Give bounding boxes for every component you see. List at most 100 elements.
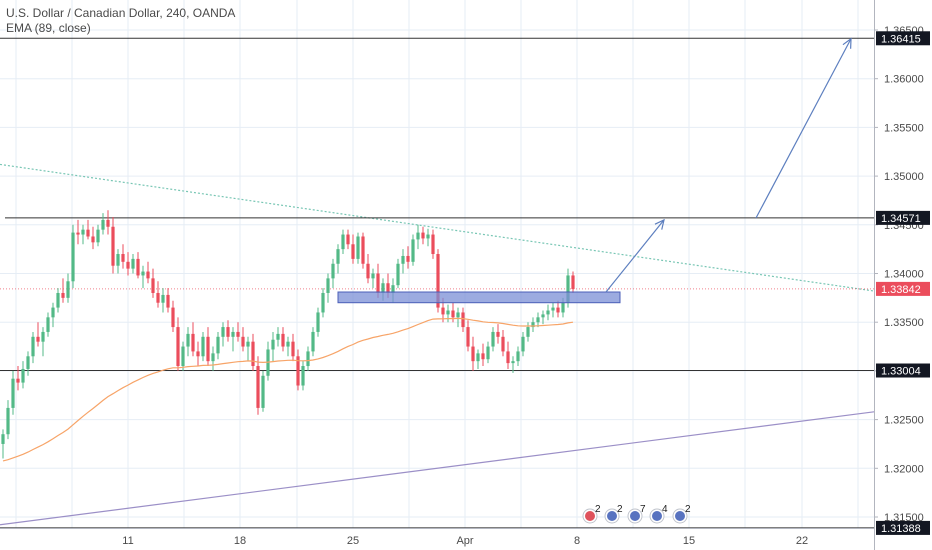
candle — [471, 336, 475, 371]
candle — [136, 252, 140, 279]
candle — [396, 258, 400, 289]
candle — [331, 258, 335, 289]
candle — [321, 288, 325, 318]
projection-segment — [755, 38, 852, 219]
candle-body — [161, 294, 165, 303]
candle-body — [211, 353, 215, 362]
candle — [311, 327, 315, 357]
candle-body — [521, 336, 525, 352]
candle — [36, 322, 40, 347]
candle-body — [416, 232, 420, 240]
candle — [46, 312, 50, 337]
time-tick-label: 8 — [574, 535, 580, 547]
candle-body — [346, 234, 350, 245]
candle-body — [216, 336, 220, 354]
time-axis-bg — [0, 528, 874, 550]
candle-body — [86, 229, 90, 237]
price-axis: 1.365001.360001.355001.350001.345001.340… — [874, 0, 932, 550]
price-tick-label: 1.35000 — [884, 171, 924, 183]
candle — [76, 219, 80, 245]
candle-body — [546, 310, 550, 315]
candle — [516, 346, 520, 367]
candle-body — [56, 292, 60, 308]
candle — [186, 327, 190, 357]
candle — [216, 331, 220, 360]
candle-body — [131, 258, 135, 269]
candle — [16, 366, 20, 391]
candle-body — [526, 327, 530, 337]
candle-body — [171, 307, 175, 328]
candle — [351, 234, 355, 264]
candle-body — [376, 273, 380, 293]
candle — [71, 224, 75, 289]
candle-body — [391, 285, 395, 293]
candle-body — [221, 327, 225, 337]
event-flag[interactable]: 2 — [582, 504, 601, 524]
candle — [141, 265, 145, 289]
price-label: 1.36415 — [881, 33, 921, 45]
time-tick-label: 22 — [796, 535, 808, 547]
event-flag[interactable]: 4 — [649, 504, 668, 524]
candle — [366, 254, 370, 284]
candles — [1, 210, 575, 459]
event-flag[interactable]: 7 — [627, 504, 646, 524]
event-count: 4 — [662, 504, 668, 515]
candle — [291, 333, 295, 362]
candle — [1, 429, 5, 459]
candle-body — [436, 254, 440, 308]
candle — [11, 370, 15, 415]
event-flag[interactable]: 2 — [672, 504, 691, 524]
candle-body — [296, 356, 300, 386]
candle-body — [101, 219, 105, 230]
events-bar: 2 2 7 4 2 — [582, 504, 691, 524]
candle — [496, 324, 500, 344]
candle — [281, 327, 285, 352]
candle-body — [356, 236, 360, 259]
candle-body — [551, 307, 555, 311]
candle — [511, 356, 515, 373]
candle-body — [486, 346, 490, 360]
candle — [56, 288, 60, 313]
candle — [296, 349, 300, 391]
candle-body — [471, 346, 475, 362]
flag-icon — [652, 511, 662, 521]
candle-body — [36, 336, 40, 342]
candle — [116, 249, 120, 274]
candle-body — [301, 366, 305, 386]
candle-body — [456, 312, 460, 318]
candle-body — [566, 275, 570, 303]
candle — [161, 288, 165, 313]
candle — [526, 322, 530, 342]
candle-body — [561, 302, 565, 313]
candle — [26, 351, 30, 376]
candle — [411, 234, 415, 266]
ema-line — [2, 317, 574, 462]
candle-body — [81, 229, 85, 235]
descending-trendline — [0, 163, 875, 292]
candle-body — [316, 312, 320, 332]
candle-body — [331, 263, 335, 279]
candle — [346, 229, 350, 250]
candle-body — [181, 346, 185, 367]
candle-body — [381, 283, 385, 293]
candle-body — [61, 292, 65, 298]
candle-body — [366, 263, 370, 279]
candle-body — [46, 317, 50, 332]
candle — [101, 213, 105, 235]
candle-body — [51, 307, 55, 318]
flag-icon — [630, 511, 640, 521]
candle-body — [251, 341, 255, 367]
candle — [306, 346, 310, 371]
price-tick-label: 1.34000 — [884, 269, 924, 281]
price-label-bg — [876, 31, 930, 46]
candle — [521, 331, 525, 357]
event-flag[interactable]: 2 — [604, 504, 623, 524]
candle-body — [291, 341, 295, 357]
candle — [341, 229, 345, 255]
candle — [531, 317, 535, 332]
candle — [126, 252, 130, 276]
candle — [571, 271, 575, 293]
price-tick-label: 1.35500 — [884, 122, 924, 134]
candle-body — [501, 336, 505, 352]
